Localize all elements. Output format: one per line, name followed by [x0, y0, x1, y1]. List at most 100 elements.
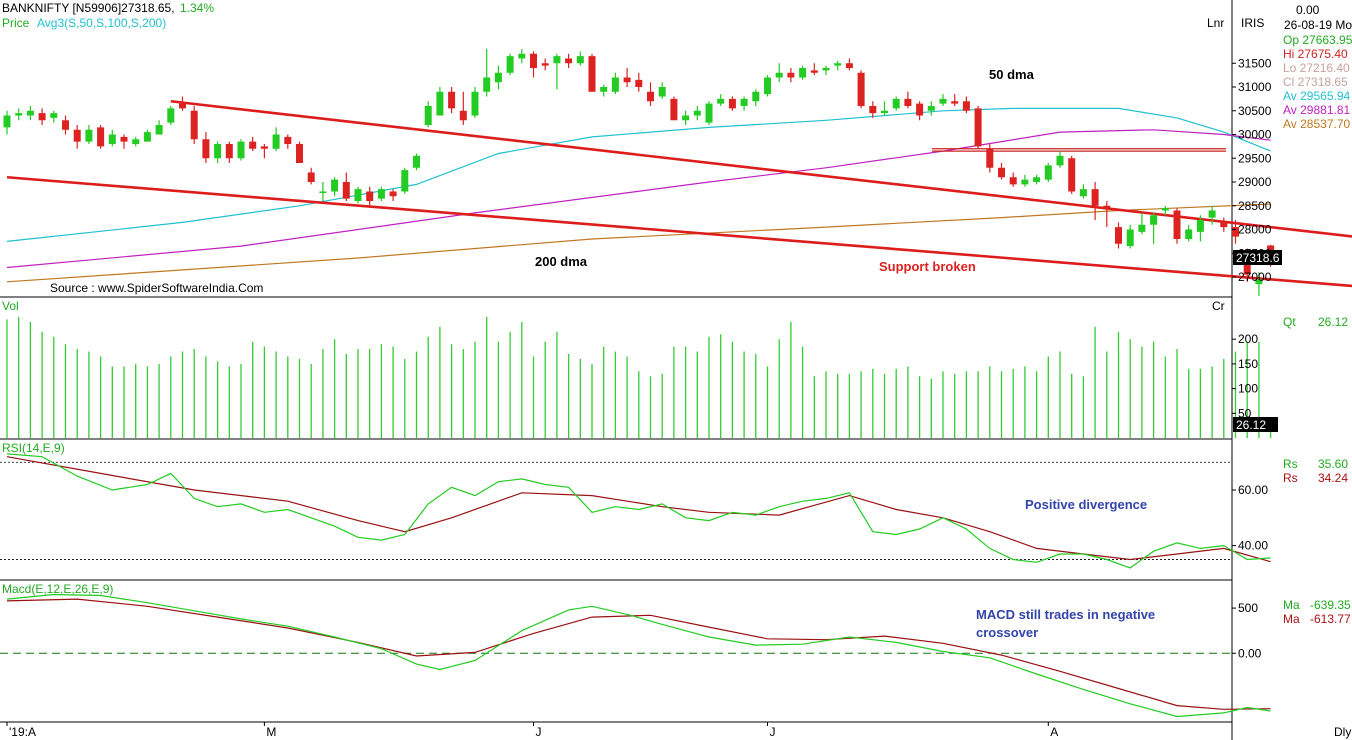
x-tick-label: A	[1050, 725, 1058, 739]
candle-body	[190, 110, 198, 140]
ohlc-row: Lo 27216.40	[1283, 61, 1350, 75]
candle-body	[717, 98, 725, 104]
volume-tick-label: 100	[1238, 382, 1258, 396]
candle-body	[284, 136, 292, 144]
candle-body	[132, 139, 140, 144]
volume-bars	[6, 316, 1272, 438]
candle-body	[50, 113, 58, 118]
candle-body	[974, 108, 982, 147]
candle-body	[740, 98, 748, 106]
candle-body	[202, 139, 210, 159]
candle-body	[1103, 205, 1111, 209]
rsi-tick-label: 60.00	[1238, 483, 1268, 497]
candle-body	[588, 56, 596, 92]
price-label: Price	[2, 16, 30, 30]
support-broken-annotation: Support broken	[879, 259, 976, 274]
rsi-line	[6, 453, 1271, 569]
rsi-tick-label: 40.00	[1238, 539, 1268, 553]
candle-body	[892, 98, 900, 109]
candle-body	[1044, 165, 1052, 180]
candle-body	[530, 53, 537, 68]
moving-average-line	[6, 129, 1271, 269]
brand-label: IRIS	[1241, 16, 1264, 30]
candle-body	[1220, 222, 1228, 228]
candle-body	[471, 91, 479, 116]
candle-body	[272, 134, 280, 149]
candle-body	[331, 179, 339, 192]
macd-axis: 0.00 500	[1232, 601, 1262, 660]
candle-body	[1255, 279, 1263, 285]
candle-body	[951, 101, 959, 104]
candle-body	[881, 110, 888, 114]
candle-body	[436, 91, 444, 116]
candle-body	[143, 132, 151, 142]
rsi-lines	[0, 453, 1271, 569]
macd-signal-line	[6, 598, 1271, 710]
macd-ma1-value: -639.35	[1310, 598, 1351, 612]
volume-qt-label: Qt	[1283, 315, 1296, 329]
candle-body	[576, 56, 584, 64]
dma50-annotation: 50 dma	[989, 67, 1035, 82]
candle-body	[15, 113, 23, 116]
candle-body	[26, 110, 34, 116]
candle-body	[38, 113, 46, 121]
candle-body	[728, 98, 736, 109]
candle-body	[810, 70, 818, 73]
candle-body	[1185, 229, 1193, 239]
avg-label: Avg3(S,50,S,100,S,200)	[37, 16, 166, 30]
candle-body	[366, 191, 374, 201]
candle-body	[857, 72, 865, 106]
candle-body	[1196, 220, 1204, 232]
ohlc-row: Cl 27318.65	[1283, 75, 1348, 89]
source-label: Source : www.SpiderSoftwareIndia.Com	[50, 281, 263, 295]
ohlc-row: Av 29565.94	[1283, 89, 1350, 103]
candle-body	[1091, 189, 1099, 206]
candle-body	[62, 120, 69, 130]
candle-body	[3, 115, 11, 128]
candle-body	[1033, 177, 1041, 182]
candle-body	[214, 144, 222, 159]
candle-body	[916, 103, 924, 116]
candle-body	[1150, 215, 1158, 225]
resistance-lines	[932, 148, 1226, 152]
macd-ma2-label: Ma	[1283, 612, 1300, 626]
macd-ma1-label: Ma	[1283, 598, 1300, 612]
candle-body	[670, 98, 678, 121]
macd-tick-label: 500	[1238, 601, 1258, 615]
price-tick-label: 27000	[1238, 270, 1272, 284]
candle-body	[225, 144, 233, 159]
candle-body	[623, 77, 631, 83]
ohlc-row: Av 29881.81	[1283, 103, 1350, 117]
dly-label: Dly	[1334, 725, 1351, 739]
panel-borders	[0, 0, 1233, 740]
top-value-label: 0.00	[1296, 3, 1320, 17]
volume-tick-label: 150	[1238, 357, 1258, 371]
price-tick-label: 28500	[1238, 199, 1272, 213]
candle-body	[319, 191, 327, 193]
rsi-rs1-value: 35.60	[1318, 457, 1348, 471]
candle-body	[1232, 227, 1239, 237]
candle-body	[518, 53, 526, 59]
symbol-label: BANKNIFTY [N59906]27318.65,	[2, 1, 175, 15]
candle-body	[635, 79, 643, 87]
candle-body	[775, 72, 783, 78]
price-tick-label: 30000	[1238, 128, 1272, 142]
candle-body	[764, 77, 771, 95]
macd-annotation-line1: MACD still trades in negative	[976, 607, 1155, 622]
candle-body	[120, 136, 128, 142]
candle-body	[483, 77, 491, 92]
macd-title: Macd(E,12,E,26,E,9)	[2, 582, 113, 596]
candle-body	[167, 108, 175, 123]
candle-body	[1208, 210, 1216, 218]
x-tick-label: '19:A	[9, 725, 36, 739]
candle-body	[389, 191, 397, 197]
x-tick-label: J	[536, 725, 542, 739]
candle-body	[834, 63, 842, 66]
candle-body	[904, 98, 912, 106]
x-tick-label: J	[770, 725, 776, 739]
candle-body	[1138, 224, 1146, 232]
candles	[3, 49, 1275, 296]
candle-body	[799, 68, 807, 78]
candle-body	[448, 91, 456, 109]
